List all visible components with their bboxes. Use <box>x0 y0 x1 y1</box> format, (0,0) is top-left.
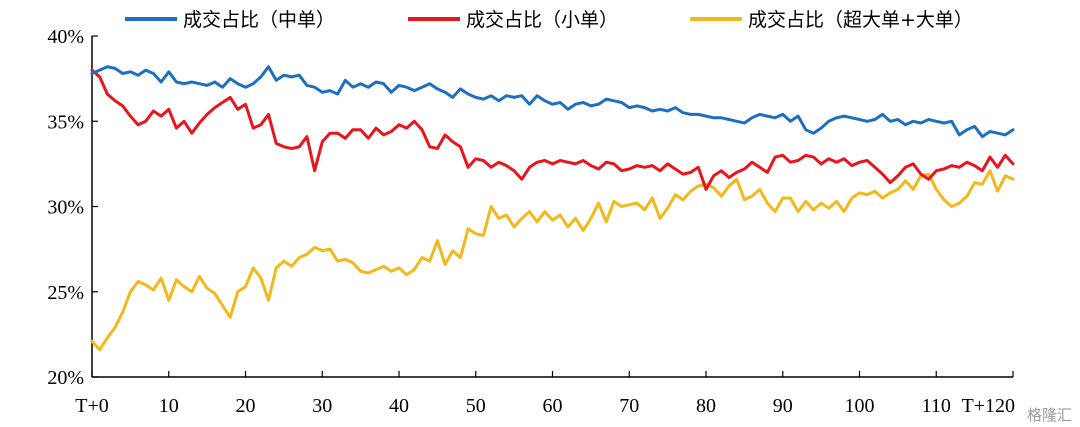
x-tick-label: T+0 <box>75 395 109 417</box>
legend-label: 成交占比（超大单+大单） <box>748 9 973 31</box>
x-tick-label: T+120 <box>962 395 1016 417</box>
y-tick-label: 25% <box>47 282 84 304</box>
legend-label: 成交占比（小单） <box>466 9 618 31</box>
series-line-2 <box>90 169 1015 352</box>
x-tick-label: 60 <box>543 395 563 417</box>
legend-label: 成交占比（中单） <box>183 9 335 31</box>
x-tick-label: 40 <box>389 395 409 417</box>
y-tick-label: 40% <box>47 26 84 48</box>
x-tick-label: 90 <box>773 395 793 417</box>
watermark: 格隆汇 <box>1027 406 1072 424</box>
x-tick-label: 30 <box>312 395 332 417</box>
y-tick-label: 35% <box>47 111 84 133</box>
legend-item-2: 成交占比（超大单+大单） <box>690 9 973 31</box>
y-tick-label: 20% <box>47 367 84 389</box>
series-line-1 <box>90 68 1015 191</box>
series-layer <box>90 65 1015 352</box>
y-tick-label: 30% <box>47 197 84 219</box>
legend-item-0: 成交占比（中单） <box>125 9 335 31</box>
x-tick-label: 70 <box>619 395 639 417</box>
x-tick-label: 50 <box>466 395 486 417</box>
x-axis: T+0 10 20 30 40 50 60 70 80 90 100 110 T+120 <box>75 371 1015 417</box>
x-tick-label: 100 <box>845 395 875 417</box>
y-axis: 40% 35% 30% 25% 20% <box>47 26 98 389</box>
x-tick-label: 10 <box>159 395 179 417</box>
x-tick-label: 110 <box>922 395 951 417</box>
legend: 成交占比（中单） 成交占比（小单） 成交占比（超大单+大单） <box>125 9 973 31</box>
x-tick-label: 80 <box>696 395 716 417</box>
legend-item-1: 成交占比（小单） <box>408 9 618 31</box>
series-line-0 <box>90 65 1015 139</box>
x-tick-label: 20 <box>236 395 256 417</box>
